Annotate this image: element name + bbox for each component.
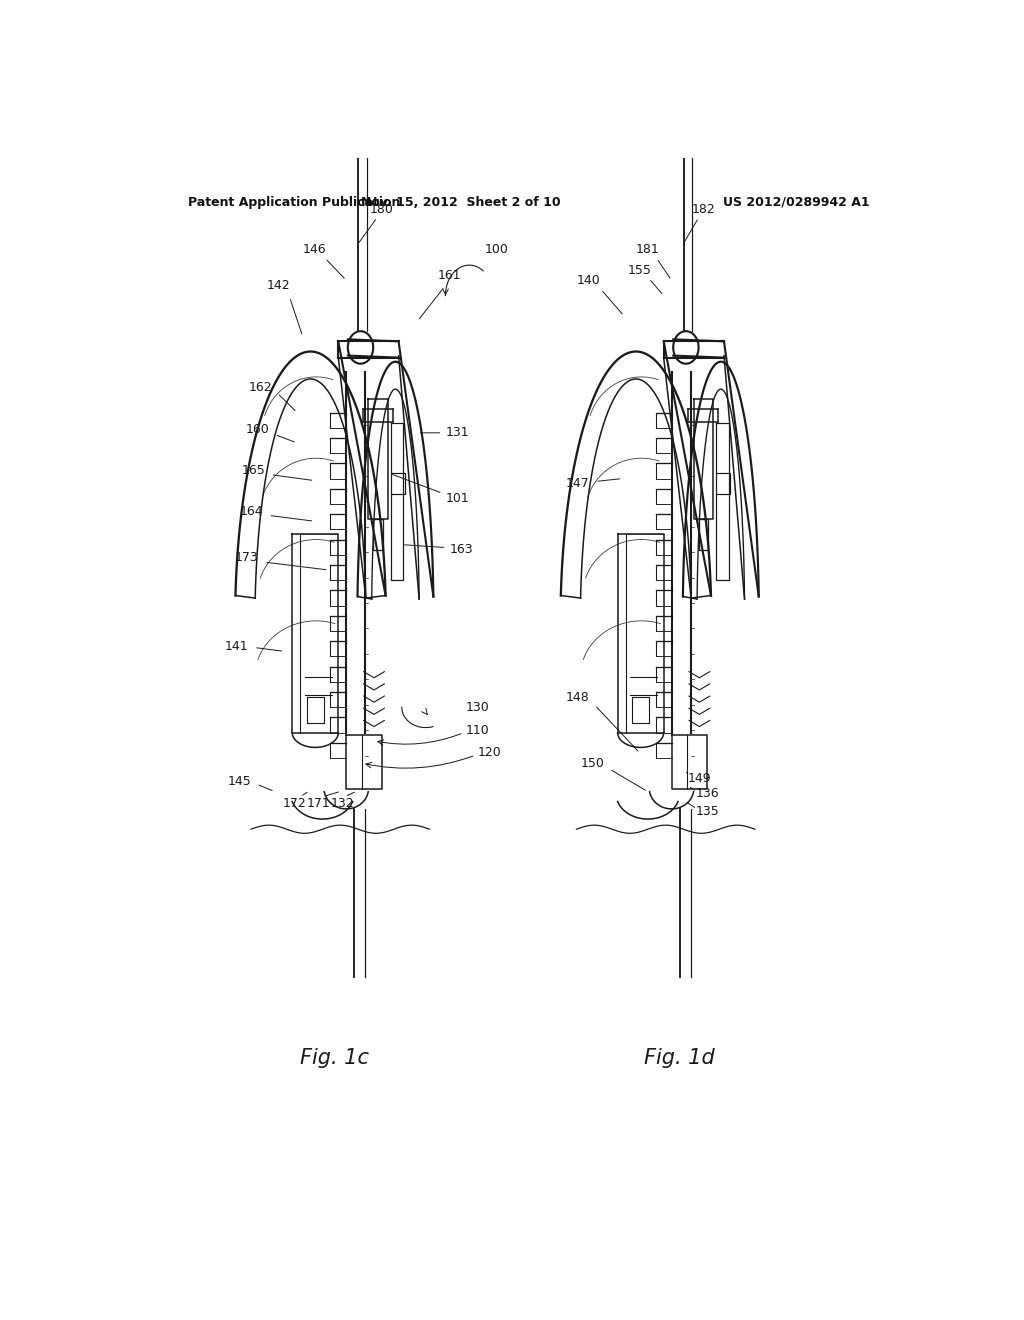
- Text: 130: 130: [465, 701, 489, 714]
- Text: 120: 120: [477, 747, 501, 759]
- Text: Nov. 15, 2012  Sheet 2 of 10: Nov. 15, 2012 Sheet 2 of 10: [361, 195, 561, 209]
- Text: 145: 145: [227, 775, 251, 788]
- Text: 100: 100: [485, 243, 509, 256]
- Text: 149: 149: [687, 772, 711, 785]
- Text: Patent Application Publication: Patent Application Publication: [187, 195, 400, 209]
- Text: 131: 131: [445, 426, 469, 440]
- Text: 148: 148: [566, 690, 590, 704]
- Text: 160: 160: [246, 424, 269, 437]
- Text: 142: 142: [267, 279, 291, 292]
- Text: 182: 182: [691, 203, 715, 215]
- Text: 141: 141: [225, 640, 249, 653]
- Text: 146: 146: [303, 243, 327, 256]
- Text: 136: 136: [695, 787, 719, 800]
- Text: 180: 180: [370, 203, 394, 215]
- Text: 135: 135: [695, 805, 719, 818]
- Text: 162: 162: [249, 380, 272, 393]
- Text: US 2012/0289942 A1: US 2012/0289942 A1: [723, 195, 870, 209]
- Text: 147: 147: [566, 477, 590, 490]
- Text: 150: 150: [581, 756, 604, 770]
- Text: 163: 163: [450, 544, 473, 556]
- Text: 173: 173: [236, 552, 259, 565]
- Text: 101: 101: [445, 492, 469, 506]
- Text: 161: 161: [437, 269, 461, 281]
- Text: 140: 140: [577, 273, 600, 286]
- Text: Fig. 1c: Fig. 1c: [300, 1048, 369, 1068]
- Text: Fig. 1d: Fig. 1d: [644, 1048, 715, 1068]
- Text: 165: 165: [242, 463, 265, 477]
- Text: 172: 172: [283, 797, 306, 810]
- Text: 171: 171: [306, 797, 331, 810]
- Text: 181: 181: [636, 243, 659, 256]
- Text: 155: 155: [628, 264, 652, 277]
- Text: 164: 164: [240, 504, 263, 517]
- Text: 110: 110: [465, 725, 489, 737]
- Text: 132: 132: [331, 797, 354, 810]
